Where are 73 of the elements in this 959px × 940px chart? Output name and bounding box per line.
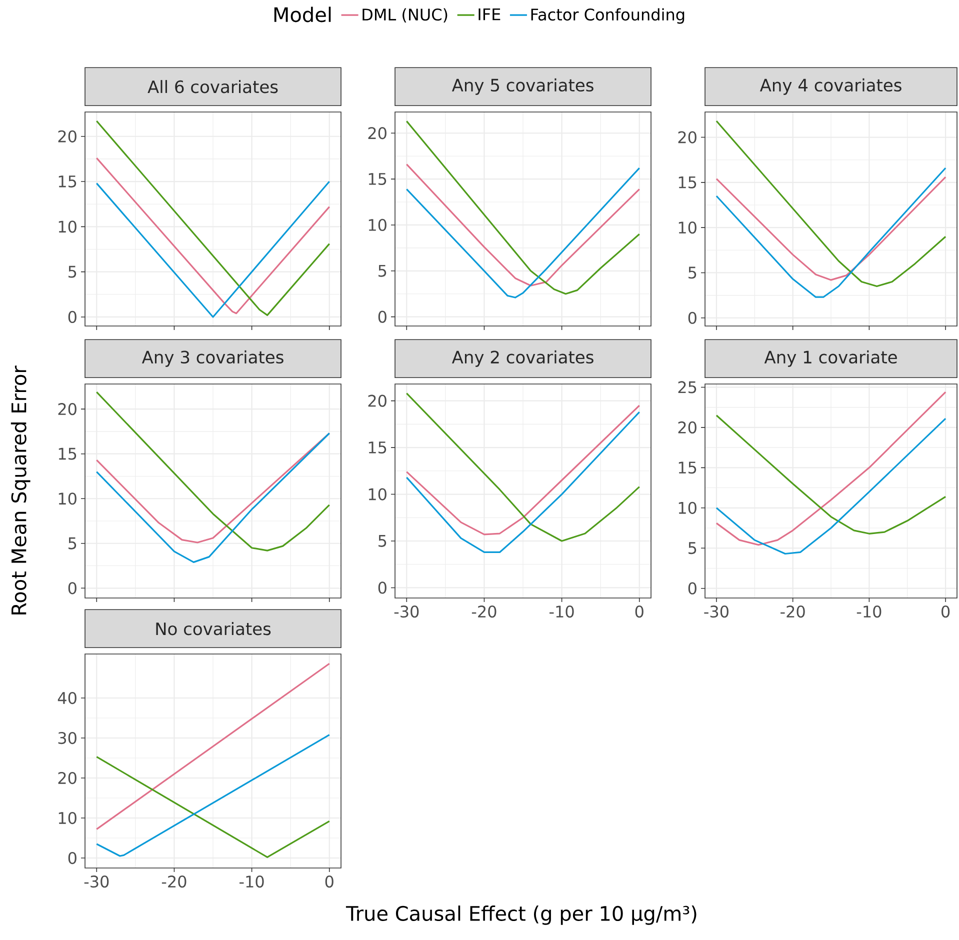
- x-tick-label: 0: [942, 606, 950, 618]
- x-tick-label: -20: [472, 606, 496, 618]
- line-series: [96, 157, 330, 314]
- y-tick-label: 0: [688, 582, 696, 594]
- y-tick-label: 10: [58, 492, 76, 505]
- chart-title: Any 1 covariate: [764, 350, 897, 367]
- y-tick-label: 5: [68, 266, 76, 278]
- x-tick-label: -30: [84, 876, 109, 888]
- y-tick-label: 10: [678, 222, 696, 234]
- y-tick-label: 20: [58, 130, 76, 142]
- chart-title: Any 2 covariates: [452, 350, 594, 367]
- legend-label: IFE: [478, 8, 500, 20]
- y-tick-label: 0: [68, 852, 76, 864]
- x-tick-label: -30: [394, 606, 419, 618]
- chart-title: Any 5 covariates: [452, 78, 594, 95]
- x-tick-label: -10: [550, 606, 574, 618]
- y-tick-label: 15: [58, 448, 76, 460]
- y-tick-label: 15: [58, 176, 76, 188]
- y-tick-label: 0: [378, 582, 386, 594]
- line-series: [716, 418, 946, 555]
- legend-title: Model: [274, 6, 331, 22]
- y-axis-title: Root Mean Squared Error: [10, 366, 30, 614]
- y-tick-label: 0: [68, 582, 76, 594]
- y-tick-label: 5: [378, 264, 386, 277]
- y-tick-label: 20: [368, 127, 386, 140]
- y-tick-label: 20: [678, 421, 696, 434]
- y-tick-label: 15: [368, 173, 386, 186]
- y-tick-label: 5: [378, 535, 386, 547]
- y-tick-label: 0: [68, 310, 76, 324]
- line-series: [716, 120, 946, 288]
- y-tick-label: 10: [678, 502, 696, 514]
- x-tick-label: -10: [856, 606, 882, 618]
- x-tick-label: 0: [635, 606, 644, 618]
- line-series: [96, 120, 330, 316]
- y-tick-label: 10: [58, 812, 76, 824]
- y-tick-label: 20: [678, 131, 696, 144]
- x-tick-label: -20: [780, 606, 805, 618]
- line-series: [716, 176, 946, 281]
- y-tick-label: 20: [58, 403, 76, 416]
- x-axis-title: True Causal Effect (g per 10 µg/m³): [346, 906, 696, 925]
- y-tick-label: 0: [378, 310, 386, 323]
- y-tick-label: 5: [688, 266, 696, 279]
- x-tick-label: -30: [704, 606, 728, 618]
- y-tick-label: 15: [368, 442, 386, 454]
- line-series: [716, 414, 946, 534]
- x-tick-label: -20: [162, 876, 186, 888]
- chart-title: No covariates: [156, 622, 271, 636]
- line-series: [716, 391, 946, 546]
- line-series: [716, 167, 946, 298]
- legend-label: DML (NUC): [362, 8, 448, 22]
- y-tick-label: 5: [688, 542, 696, 554]
- y-tick-label: 30: [58, 732, 76, 744]
- line-series: [96, 391, 330, 552]
- y-tick-label: 10: [368, 218, 386, 232]
- x-tick-label: -10: [240, 876, 264, 888]
- y-tick-label: 40: [58, 692, 76, 704]
- y-tick-label: 0: [688, 312, 696, 324]
- chart-title: Any 4 covariates: [760, 78, 902, 95]
- y-tick-label: 10: [58, 220, 76, 233]
- y-tick-label: 20: [58, 772, 76, 784]
- y-tick-label: 15: [678, 176, 696, 188]
- y-tick-label: 15: [678, 462, 696, 474]
- y-tick-label: 25: [678, 381, 696, 394]
- chart-title: All 6 covariates: [148, 80, 278, 94]
- y-tick-label: 5: [68, 537, 76, 550]
- line-series: [406, 411, 640, 554]
- x-tick-label: 0: [325, 876, 334, 888]
- line-series: [406, 120, 640, 295]
- y-tick-label: 20: [368, 394, 386, 407]
- y-tick-label: 10: [368, 488, 386, 500]
- legend-label: Factor Confounding: [531, 8, 684, 24]
- line-series: [96, 734, 330, 857]
- chart-title: Any 3 covariates: [142, 350, 284, 367]
